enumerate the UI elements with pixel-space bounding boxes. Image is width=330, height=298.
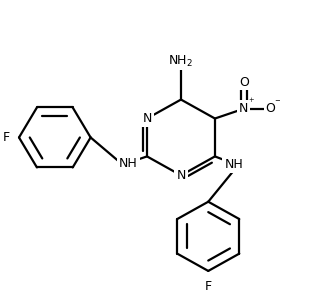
Text: O: O: [266, 102, 276, 115]
Text: N: N: [142, 112, 152, 125]
Text: NH: NH: [119, 156, 138, 170]
Text: N: N: [176, 169, 186, 182]
Text: F: F: [2, 131, 10, 144]
Text: F: F: [205, 280, 212, 293]
Text: O: O: [239, 76, 249, 89]
Text: NH$_2$: NH$_2$: [169, 54, 193, 69]
Text: N: N: [239, 102, 248, 115]
Text: NH: NH: [224, 158, 243, 171]
Text: $^+$: $^+$: [247, 97, 255, 107]
Text: $^-$: $^-$: [273, 99, 281, 109]
